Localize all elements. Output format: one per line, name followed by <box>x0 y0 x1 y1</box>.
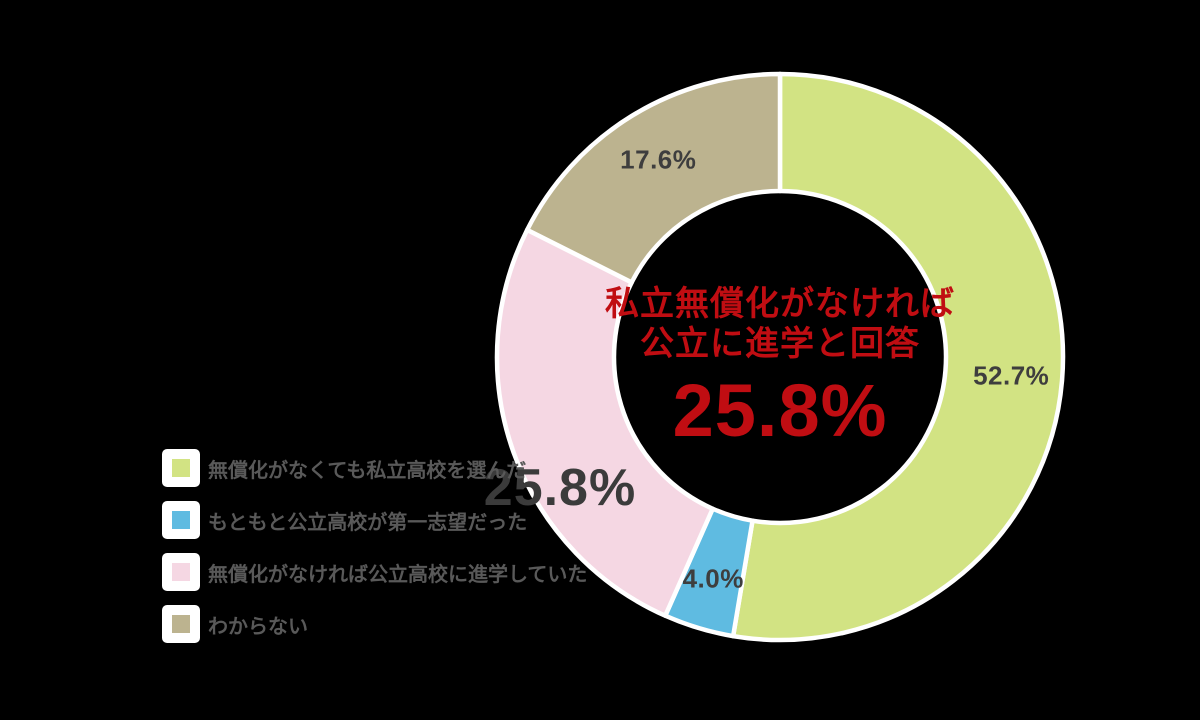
legend-key-box <box>162 449 200 487</box>
slice-percentage-label-3: 17.6% <box>620 144 697 174</box>
slice-percentage-label-0: 52.7% <box>973 360 1050 391</box>
legend-item-0: 無償化がなくても私立高校を選んだ <box>162 449 587 487</box>
legend-label: 無償化がなければ公立高校に進学していた <box>208 563 588 586</box>
legend-label: もともと公立高校が第一志望だった <box>208 511 528 534</box>
chart-legend: 無償化がなくても私立高校を選んだ もともと公立高校が第一志望だった 無償化がなけ… <box>162 449 587 643</box>
legend-color-chip-blue <box>172 511 190 529</box>
legend-color-chip-green <box>172 459 190 477</box>
donut-center-text: 私立無償化がなければ 公立に進学と回答 25.8% <box>605 284 955 448</box>
donut-slice-2 <box>494 227 715 618</box>
donut-slice-3 <box>524 71 783 285</box>
legend-color-chip-tan <box>172 615 190 633</box>
center-text-line2: 公立に進学と回答 <box>640 325 920 363</box>
legend-label: 無償化がなくても私立高校を選んだ <box>208 459 527 482</box>
slice-percentage-label-2: 25.8% <box>483 459 637 517</box>
slice-percentage-label-1: 4.0% <box>682 563 744 594</box>
legend-key-box <box>162 553 200 591</box>
legend-item-3: わからない <box>162 605 587 643</box>
center-text-value: 25.8% <box>672 369 888 452</box>
legend-key-box <box>162 605 200 643</box>
legend-item-1: もともと公立高校が第一志望だった <box>162 501 587 539</box>
donut-slice-0 <box>730 71 1066 643</box>
legend-key-box <box>162 501 200 539</box>
legend-color-chip-pink <box>172 563 190 581</box>
legend-label: わからない <box>208 615 308 638</box>
legend-item-2: 無償化がなければ公立高校に進学していた <box>162 553 587 591</box>
center-text-line1: 私立無償化がなければ <box>605 285 955 323</box>
